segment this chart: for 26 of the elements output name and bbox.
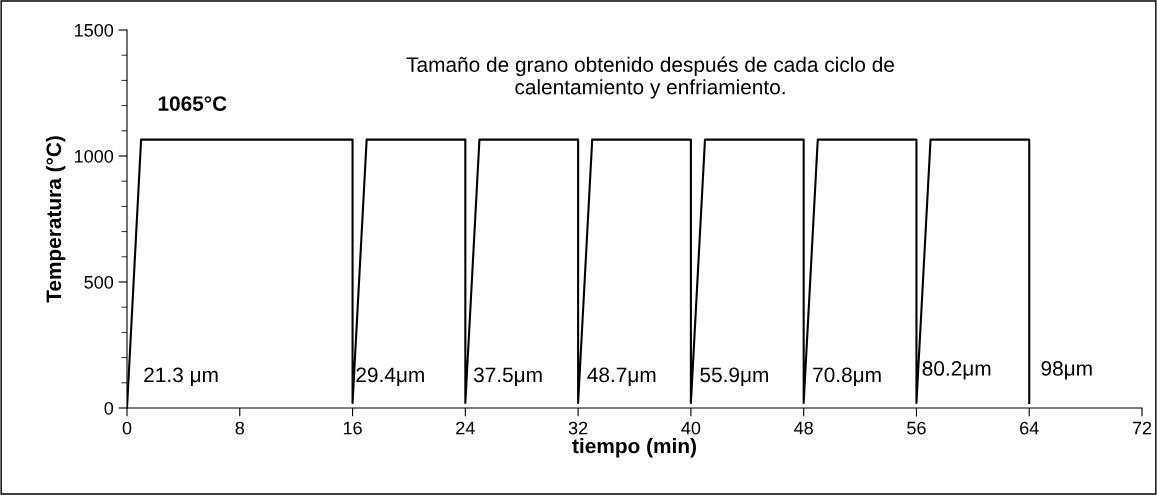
- x-tick-label: 56: [907, 421, 926, 435]
- annotation: 37.5μm: [473, 367, 542, 387]
- y-tick-label: 500: [84, 275, 114, 289]
- x-tick-label: 48: [794, 421, 813, 435]
- x-axis-title: tiempo (min): [572, 438, 696, 458]
- annotation: 1065°C: [158, 96, 227, 111]
- annotation: 80.2μm: [922, 361, 991, 380]
- annotation: 98μm: [1041, 361, 1092, 380]
- x-tick-label: 64: [1020, 421, 1039, 435]
- y-axis-title: Temperatura (°C): [45, 136, 66, 303]
- x-tick-label: 72: [1132, 421, 1152, 435]
- annotation: 29.4μm: [356, 367, 424, 387]
- x-tick-label: 40: [681, 421, 701, 435]
- x-tick-label: 16: [343, 421, 362, 435]
- annotation: 21.3 μm: [144, 367, 218, 387]
- x-tick-label: 8: [235, 421, 245, 435]
- annotation: 55.9μm: [700, 367, 768, 387]
- y-tick-label: 1000: [75, 149, 114, 163]
- y-tick-label: 0: [104, 401, 114, 415]
- annotation: Tamaño de grano obtenido después de cada ciclo de calentamiento y enfriamiento.: [406, 56, 894, 99]
- y-tick-label: 1500: [75, 23, 114, 37]
- x-tick-label: 32: [568, 421, 588, 435]
- annotation: 48.7μm: [587, 367, 656, 387]
- x-tick-label: 0: [122, 421, 132, 435]
- x-tick-label: 24: [456, 421, 475, 435]
- annotation: 70.8μm: [813, 367, 881, 387]
